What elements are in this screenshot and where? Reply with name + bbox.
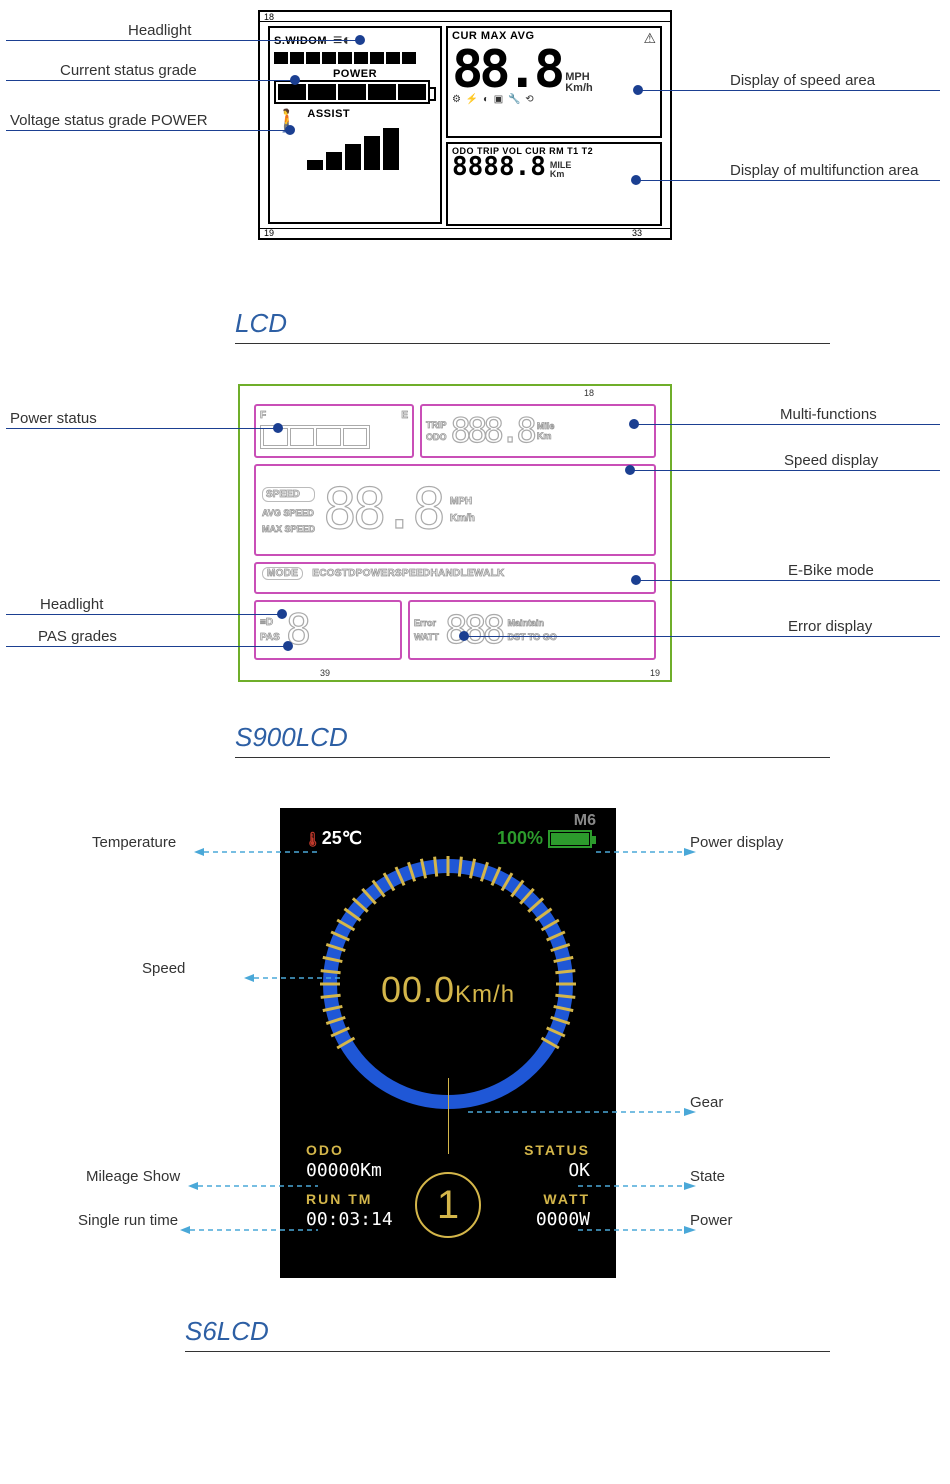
pas-label: PAS <box>260 632 280 643</box>
lcd1-ruler-top: 18 <box>260 12 670 22</box>
callout-label: Current status grade <box>60 62 197 79</box>
widom-label: S.WIDOM <box>274 35 327 47</box>
mph-label: MPH <box>450 496 475 507</box>
s900-mode-zone: MODE ECOSTDPOWERSPEEDHANDLEWALK <box>254 562 656 594</box>
s6-panel: M6 🌡25℃ 100% 00.0Km/h ODO 00000Km RUN TM <box>280 808 616 1278</box>
km-label: Km <box>537 431 555 441</box>
km-label: Km <box>550 170 572 179</box>
speed-badge: SPEED <box>262 487 315 502</box>
dst-label: DST TO GO <box>507 632 556 642</box>
s6-title: S6LCD <box>185 1316 830 1352</box>
odo-label: ODO <box>306 1142 408 1158</box>
lcd1-ruler-bot: 19 33 <box>260 228 670 238</box>
ruler-num: 19 <box>264 228 274 238</box>
s900-pas-zone: ≡D PAS 8 <box>254 600 402 660</box>
speed-area: CUR MAX AVG ⚠ 88.8 MPH Km/h ⚙ ⚡ ◐ ▣ 🔧 ⟲ <box>446 26 662 138</box>
callout-label: Speed <box>142 960 185 977</box>
multifn-area: ODO TRIP VOL CUR RM T1 T2 8888.8 MILE Km <box>446 142 662 226</box>
ruler-num: 18 <box>264 12 274 22</box>
status-label: STATUS <box>488 1142 590 1158</box>
s900-error-zone: Error WATT 888 Maintain DST TO GO <box>408 600 656 660</box>
headlight-icon: ≡D <box>260 617 280 628</box>
kmh-label: Km/h <box>565 83 593 94</box>
s6-bottom: ODO 00000Km RUN TM 00:03:14 1 STATUS OK … <box>286 1142 610 1262</box>
assist-label: ASSIST <box>307 108 399 120</box>
maintain-label: Maintain <box>507 618 556 628</box>
lcd1-title: LCD <box>235 308 830 344</box>
avg-label: AVG SPEED <box>262 508 315 518</box>
mode-text: ECOSTDPOWERSPEEDHANDLEWALK <box>312 568 504 579</box>
speed-digits: 88.8 <box>452 47 561 94</box>
callout-label: Display of multifunction area <box>730 162 918 179</box>
E-label: E <box>401 410 408 421</box>
callout-label: Power status <box>10 410 97 427</box>
callout-label: Power display <box>690 834 783 851</box>
assist-bars <box>307 122 399 170</box>
max-label: MAX SPEED <box>262 524 315 534</box>
grade-row <box>274 52 436 64</box>
s900-speed-digits: 88.8 <box>323 486 442 534</box>
err-digits: 888 <box>445 614 502 646</box>
mode-badge: MODE <box>262 567 303 580</box>
callout-label: Voltage status grade POWER <box>10 112 208 129</box>
F-label: F <box>260 410 266 421</box>
ruler-num: 19 <box>650 668 660 678</box>
lcd1-left-col: S.WIDOM ≡◐ POWER 🚶 ASSIST <box>268 26 442 224</box>
callout-label: Headlight <box>40 596 103 613</box>
callout-label: E-Bike mode <box>788 562 874 579</box>
lcd1-section: 18 19 33 S.WIDOM ≡◐ POWER 🚶 ASSIST <box>0 0 950 300</box>
ruler-num: 39 <box>320 668 330 678</box>
s900-panel: 18 39 19 F E TRIP ODO 888.8 <box>238 384 672 682</box>
callout-label: Display of speed area <box>730 72 875 89</box>
odo-label: ODO <box>426 432 447 442</box>
callout-label: PAS grades <box>38 628 117 645</box>
lcd1-right: CUR MAX AVG ⚠ 88.8 MPH Km/h ⚙ ⚡ ◐ ▣ 🔧 ⟲ … <box>446 26 662 224</box>
callout-label: Speed display <box>784 452 878 469</box>
s900-trip-zone: TRIP ODO 888.8 Mile Km <box>420 404 656 458</box>
trip-digits: 888.8 <box>451 417 533 446</box>
lcd3-section: M6 🌡25℃ 100% 00.0Km/h ODO 00000Km RUN TM <box>0 798 950 1308</box>
error-label: Error <box>414 618 439 628</box>
walk-icon: 🚶 <box>274 108 301 170</box>
watt-value: 0000W <box>488 1209 590 1230</box>
callout-label: Error display <box>788 618 872 635</box>
status-value: OK <box>488 1160 590 1181</box>
multi-digits: 8888.8 <box>452 156 546 179</box>
ruler-num: 33 <box>632 228 642 238</box>
callout-label: Temperature <box>92 834 176 851</box>
s900-title: S900LCD <box>235 722 830 758</box>
odo-value: 00000Km <box>306 1160 408 1181</box>
watt-label: WATT <box>488 1191 590 1207</box>
callout-label: Mileage Show <box>86 1168 180 1185</box>
kmh-label: Km/h <box>450 513 475 524</box>
s900-speed-zone: SPEED AVG SPEED MAX SPEED 88.8 MPH Km/h <box>254 464 656 556</box>
icon-row: ⚙ ⚡ ◐ ▣ 🔧 ⟲ <box>452 94 656 105</box>
watt-label: WATT <box>414 632 439 642</box>
callout-label: Headlight <box>128 22 191 39</box>
trip-label: TRIP <box>426 420 447 430</box>
callout-label: Single run time <box>78 1212 178 1229</box>
ruler-num: 18 <box>584 388 594 398</box>
warning-icon: ⚠ <box>643 30 656 47</box>
callout-label: Multi-functions <box>780 406 877 423</box>
runtm-label: RUN TM <box>306 1191 408 1207</box>
lcd2-section: 18 39 19 F E TRIP ODO 888.8 <box>0 384 950 714</box>
lcd1-panel: 18 19 33 S.WIDOM ≡◐ POWER 🚶 ASSIST <box>258 10 672 240</box>
headlight-icon: ≡◐ <box>333 32 352 50</box>
mile-label: Mile <box>537 421 555 431</box>
